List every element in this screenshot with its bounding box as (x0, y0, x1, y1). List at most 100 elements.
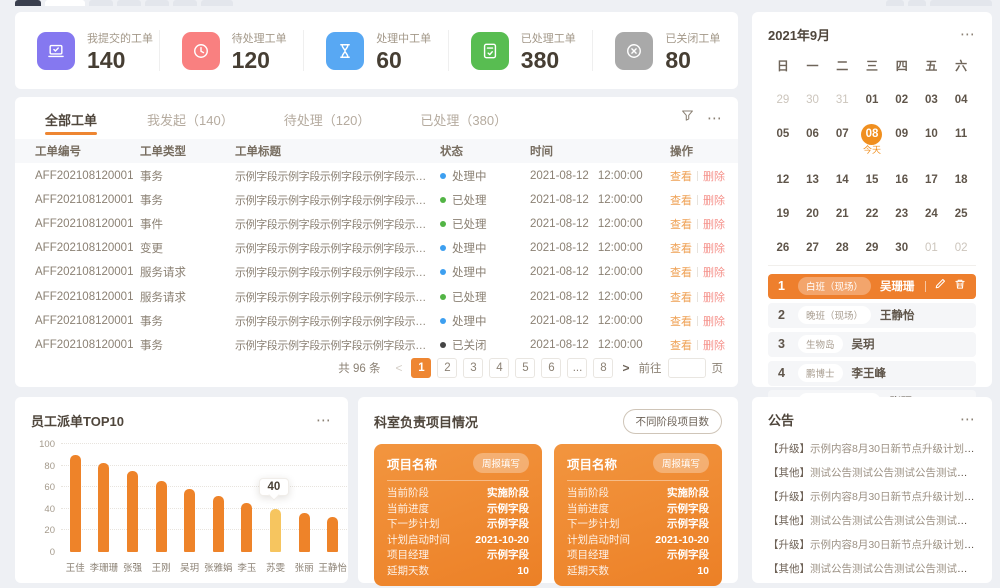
more-icon[interactable]: ⋯ (960, 411, 976, 428)
calendar-day[interactable]: 19 (768, 202, 798, 226)
page-button[interactable]: 4 (489, 358, 510, 378)
calendar-day[interactable]: 20 (798, 202, 828, 226)
calendar-day[interactable]: 29 (768, 88, 798, 112)
calendar-day[interactable]: 03 (917, 88, 947, 112)
chart-bar[interactable] (184, 489, 196, 552)
stage-count-button[interactable]: 不同阶段项目数 (622, 409, 722, 434)
chart-bar[interactable] (241, 503, 253, 552)
shift-row[interactable]: 1 白班（现场） 吴珊珊 (768, 274, 976, 299)
chart-bar[interactable] (69, 454, 81, 552)
filter-funnel-icon[interactable] (681, 109, 694, 127)
chart-bar[interactable] (298, 513, 310, 552)
delete-link[interactable]: 删除 (703, 243, 725, 256)
calendar-day[interactable]: 23 (887, 202, 917, 226)
calendar-day[interactable]: 06 (798, 122, 828, 158)
calendar-day[interactable]: 21 (827, 202, 857, 226)
calendar-day[interactable]: 25 (946, 202, 976, 226)
browser-tab[interactable] (886, 0, 904, 6)
browser-tab[interactable] (173, 0, 197, 6)
browser-tab[interactable] (201, 0, 233, 6)
chart-bar[interactable] (270, 508, 281, 552)
calendar-day[interactable]: 26 (768, 236, 798, 260)
calendar-day[interactable]: 30 (887, 236, 917, 260)
browser-tab[interactable] (45, 0, 85, 6)
calendar-day[interactable]: 22 (857, 202, 887, 226)
weekly-report-button[interactable]: 周报填写 (472, 453, 529, 473)
calendar-day[interactable]: 27 (798, 236, 828, 260)
delete-link[interactable]: 删除 (703, 315, 725, 328)
shift-row[interactable]: 3 生物岛 吴玥 (768, 332, 976, 357)
page-button[interactable]: ... (567, 358, 588, 378)
chart-bar[interactable] (98, 463, 110, 552)
notice-item[interactable]: 【其他】测试公告测试公告测试公告测试公告测试公告 (768, 509, 976, 533)
calendar-day[interactable]: 08 今天 (857, 122, 887, 158)
shift-row[interactable]: 4 鹏博士 李王峰 (768, 361, 976, 386)
calendar-day[interactable]: 30 (798, 88, 828, 112)
chart-bar[interactable] (212, 495, 224, 552)
notice-item[interactable]: 【升级】示例内容8月30日新节点升级计划通知 (768, 533, 976, 557)
calendar-day[interactable]: 13 (798, 168, 828, 192)
next-page-arrow[interactable]: > (622, 361, 630, 375)
calendar-day[interactable]: 31 (827, 88, 857, 112)
goto-page-input[interactable] (667, 358, 706, 378)
order-tab[interactable]: 全部工单 (45, 97, 98, 140)
calendar-day[interactable]: 16 (887, 168, 917, 192)
prev-page-arrow[interactable]: < (395, 361, 403, 375)
calendar-day[interactable]: 15 (857, 168, 887, 192)
page-button[interactable]: 2 (437, 358, 458, 378)
page-button[interactable]: 3 (463, 358, 484, 378)
calendar-day[interactable]: 29 (857, 236, 887, 260)
view-link[interactable]: 查看 (670, 267, 692, 280)
calendar-day[interactable]: 01 (857, 88, 887, 112)
order-tab[interactable]: 已处理（380） (420, 112, 508, 128)
edit-pencil-icon[interactable] (934, 277, 946, 295)
view-link[interactable]: 查看 (670, 171, 692, 184)
view-link[interactable]: 查看 (670, 315, 692, 328)
calendar-day[interactable]: 12 (768, 168, 798, 192)
calendar-day[interactable]: 05 (768, 122, 798, 158)
delete-link[interactable]: 删除 (703, 219, 725, 232)
calendar-day[interactable]: 28 (827, 236, 857, 260)
browser-tab[interactable] (15, 0, 41, 6)
calendar-day[interactable]: 11 (946, 122, 976, 158)
calendar-day[interactable]: 01 (917, 236, 947, 260)
calendar-day[interactable]: 24 (917, 202, 947, 226)
delete-link[interactable]: 删除 (703, 171, 725, 184)
weekly-report-button[interactable]: 周报填写 (652, 453, 709, 473)
browser-tab[interactable] (930, 0, 992, 6)
more-icon[interactable]: ⋯ (960, 26, 976, 43)
calendar-day[interactable]: 17 (917, 168, 947, 192)
calendar-day[interactable]: 02 (887, 88, 917, 112)
trash-icon[interactable] (954, 277, 966, 295)
calendar-day[interactable]: 09 (887, 122, 917, 158)
chart-bar[interactable] (155, 480, 167, 552)
page-button[interactable]: 6 (541, 358, 562, 378)
order-tab[interactable]: 待处理（120） (283, 112, 371, 128)
chart-bar[interactable] (127, 471, 138, 552)
calendar-day[interactable]: 14 (827, 168, 857, 192)
shift-row[interactable]: 2 晚班（现场） 王静怡 (768, 303, 976, 328)
more-icon[interactable]: ⋯ (316, 412, 332, 429)
notice-item[interactable]: 【其他】测试公告测试公告测试公告测试公告测试公告 (768, 461, 976, 485)
calendar-day[interactable]: 07 (827, 122, 857, 158)
delete-link[interactable]: 删除 (703, 195, 725, 208)
delete-link[interactable]: 删除 (703, 339, 725, 352)
calendar-day[interactable]: 18 (946, 168, 976, 192)
notice-item[interactable]: 【升级】示例内容8月30日新节点升级计划通知 (768, 437, 976, 461)
delete-link[interactable]: 删除 (703, 291, 725, 304)
chart-bar[interactable] (327, 517, 339, 552)
page-button[interactable]: 8 (593, 358, 614, 378)
calendar-day[interactable]: 02 (946, 236, 976, 260)
delete-link[interactable]: 删除 (703, 267, 725, 280)
view-link[interactable]: 查看 (670, 219, 692, 232)
view-link[interactable]: 查看 (670, 243, 692, 256)
view-link[interactable]: 查看 (670, 339, 692, 352)
notice-item[interactable]: 【其他】测试公告测试公告测试公告测试公告测试公告 (768, 557, 976, 581)
browser-tab[interactable] (89, 0, 113, 6)
page-button[interactable]: 1 (411, 358, 432, 378)
notice-item[interactable]: 【升级】示例内容8月30日新节点升级计划通知 (768, 485, 976, 509)
calendar-day[interactable]: 04 (946, 88, 976, 112)
more-icon[interactable]: ⋯ (707, 109, 723, 127)
order-tab[interactable]: 我发起（140） (147, 112, 234, 128)
browser-tab[interactable] (117, 0, 141, 6)
